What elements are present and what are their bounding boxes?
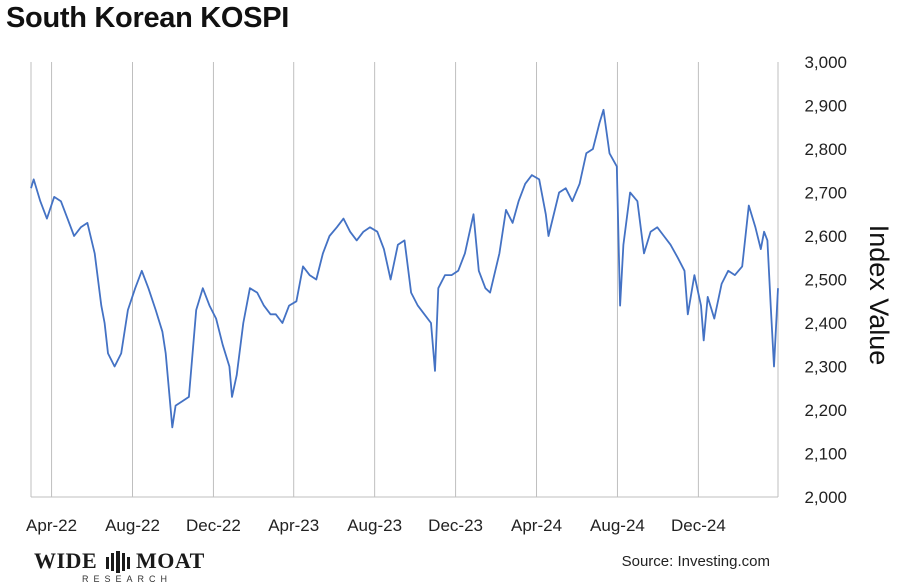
- logo-wordmark-left: WIDE: [34, 548, 98, 573]
- y-tick-label: 2,900: [804, 97, 847, 116]
- series-layer: [30, 108, 779, 429]
- x-axis-ticks: Apr-22 Aug-22 Dec-22 Apr-23 Aug-23 Dec-23 Apr-…: [26, 516, 726, 535]
- x-tick-label: Dec-24: [671, 516, 726, 535]
- y-tick-label: 2,800: [804, 140, 847, 159]
- chart-title: South Korean KOSPI: [6, 2, 290, 34]
- x-tick-label: Aug-24: [590, 516, 645, 535]
- y-tick-label: 2,400: [804, 314, 847, 333]
- y-axis-ticks: 2,000 2,100 2,200 2,300 2,400 2,500 2,600 2,700…: [804, 53, 847, 507]
- x-tick-label: Dec-23: [428, 516, 483, 535]
- y-tick-label: 2,600: [804, 227, 847, 246]
- y-tick-label: 2,500: [804, 271, 847, 290]
- y-axis-title: Index Value: [864, 225, 894, 366]
- x-tick-label: Apr-23: [268, 516, 319, 535]
- kospi-series-line: [30, 108, 779, 429]
- plot-area: [30, 62, 779, 498]
- y-tick-label: 2,000: [804, 488, 847, 507]
- y-tick-label: 2,100: [804, 445, 847, 464]
- y-tick-label: 3,000: [804, 53, 847, 72]
- y-tick-label: 2,700: [804, 184, 847, 203]
- vertical-gridlines: [51, 62, 699, 497]
- x-tick-label: Apr-22: [26, 516, 77, 535]
- logo-bars-icon: [106, 551, 130, 573]
- logo-wordmark-right: MOAT: [136, 548, 205, 573]
- x-tick-label: Aug-22: [105, 516, 160, 535]
- y-tick-label: 2,300: [804, 358, 847, 377]
- y-tick-label: 2,200: [804, 401, 847, 420]
- x-tick-label: Apr-24: [511, 516, 562, 535]
- x-tick-label: Aug-23: [347, 516, 402, 535]
- logo-subtitle: RESEARCH: [82, 574, 173, 584]
- x-tick-label: Dec-22: [186, 516, 241, 535]
- source-note: Source: Investing.com: [621, 553, 770, 570]
- wide-moat-logo: WIDE MOAT RESEARCH: [34, 548, 209, 586]
